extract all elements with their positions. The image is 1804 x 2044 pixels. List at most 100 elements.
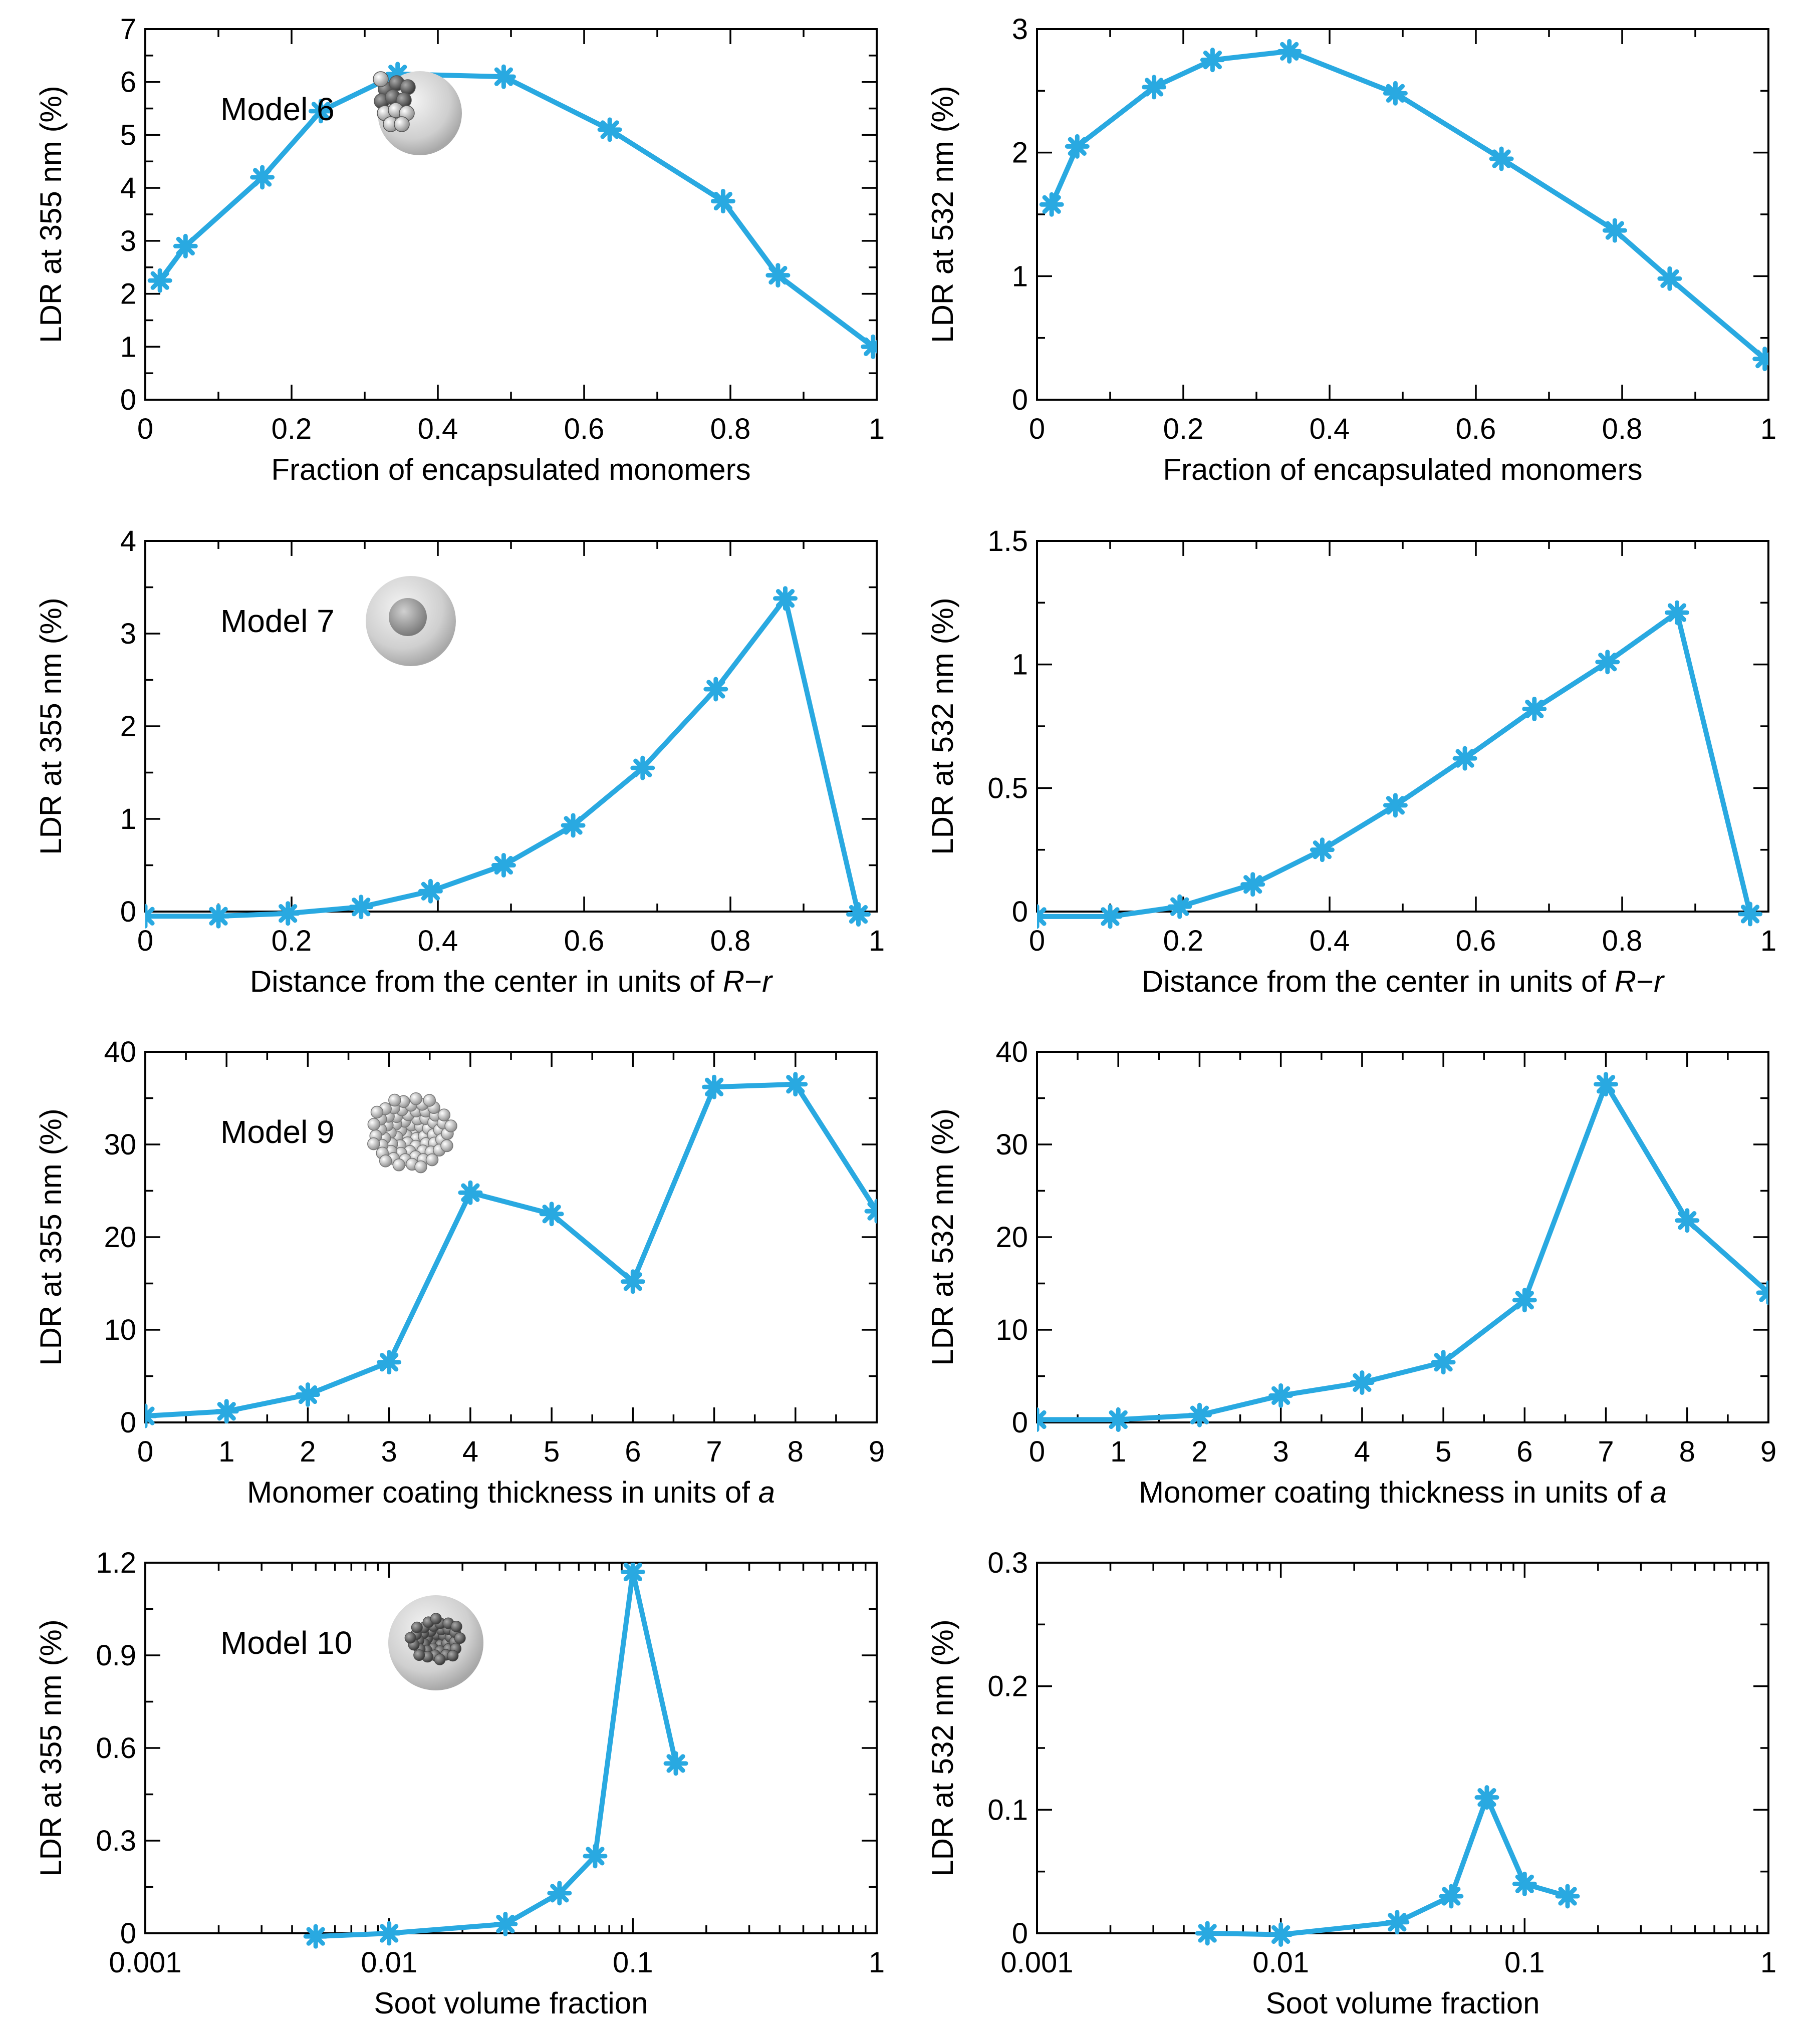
x-axis-label: Monomer coating thickness in units of a xyxy=(247,1476,775,1509)
x-tick-label: 0.4 xyxy=(418,925,458,957)
data-point xyxy=(1350,1370,1375,1395)
y-tick-label: 30 xyxy=(995,1128,1028,1161)
data-point xyxy=(295,1382,320,1407)
model-label: Model 7 xyxy=(220,603,335,639)
x-tick-label: 0.1 xyxy=(613,1946,653,1979)
data-point xyxy=(173,233,198,258)
data-point xyxy=(597,117,622,142)
data-point xyxy=(308,99,333,124)
x-tick-label: 0.2 xyxy=(272,413,312,445)
x-tick-label: 0.6 xyxy=(1456,413,1496,445)
data-point xyxy=(206,904,231,929)
data-point xyxy=(1187,1402,1212,1427)
data-point xyxy=(1142,75,1167,100)
series-line xyxy=(158,71,875,349)
y-tick-label: 1 xyxy=(120,803,136,835)
x-tick-label: 0 xyxy=(137,925,153,957)
x-axis-label: Monomer coating thickness in units of a xyxy=(1139,1476,1667,1509)
data-point xyxy=(864,1199,877,1224)
x-tick-label: 6 xyxy=(625,1435,641,1468)
model-label: Model 6 xyxy=(220,91,335,127)
x-tick-label: 9 xyxy=(869,1435,885,1468)
data-point xyxy=(1756,1280,1768,1305)
data-point xyxy=(783,1072,808,1097)
y-tick-label: 0.1 xyxy=(987,1794,1028,1826)
x-tick-label: 0.2 xyxy=(272,925,312,957)
x-tick-label: 0.1 xyxy=(1504,1946,1545,1979)
y-axis-label: LDR at 532 nm (%) xyxy=(926,1619,959,1877)
data-point xyxy=(214,1399,239,1424)
model-label: Model 9 xyxy=(220,1114,335,1150)
y-tick-label: 0.2 xyxy=(987,1670,1028,1703)
data-point xyxy=(620,1563,645,1584)
y-tick-label: 4 xyxy=(120,525,136,557)
y-tick-label: 0.3 xyxy=(987,1547,1028,1579)
y-axis-label: LDR at 532 nm (%) xyxy=(926,1108,959,1366)
series xyxy=(1037,600,1762,929)
chart-row2-left: 0 0.2 0.4 0.6 0.8 1 0 1 2 3 4 Distance from the cen… xyxy=(34,525,885,998)
data-point xyxy=(773,586,798,611)
data-point xyxy=(765,263,791,288)
data-point xyxy=(1489,146,1514,171)
x-tick-label: 2 xyxy=(1191,1435,1207,1468)
x-tick-label: 0.4 xyxy=(1310,925,1350,957)
data-point xyxy=(1512,1288,1537,1313)
y-tick-label: 1 xyxy=(1012,649,1028,681)
data-point xyxy=(547,1881,572,1906)
data-point xyxy=(1555,1884,1580,1909)
core-shell-sphere-icon xyxy=(366,576,456,666)
y-tick-label: 0 xyxy=(1012,1917,1028,1950)
data-point xyxy=(493,1912,518,1936)
x-tick-label: 0 xyxy=(1029,925,1045,957)
y-tick-label: 0.3 xyxy=(96,1825,136,1857)
x-tick-label: 3 xyxy=(381,1435,397,1468)
x-tick-label: 0.6 xyxy=(1456,925,1496,957)
data-point xyxy=(491,64,516,89)
y-tick-label: 7 xyxy=(120,13,136,46)
y-tick-label: 1 xyxy=(1012,260,1028,293)
data-point xyxy=(1167,894,1192,919)
soot-inside-sphere-icon xyxy=(388,1595,483,1690)
x-tick-label: 9 xyxy=(1760,1435,1776,1468)
data-point xyxy=(145,1403,158,1428)
data-point xyxy=(1452,746,1477,771)
x-axis-label: Soot volume fraction xyxy=(374,1986,648,2020)
y-tick-label: 5 xyxy=(120,119,136,151)
x-axis-label: Fraction of encapsulated monomers xyxy=(1163,453,1642,486)
y-tick-label: 6 xyxy=(120,66,136,99)
y-tick-label: 0 xyxy=(1012,384,1028,416)
model-label: Model 10 xyxy=(220,1625,352,1661)
data-point xyxy=(1385,1910,1410,1935)
data-point xyxy=(1657,266,1682,291)
x-tick-label: 1 xyxy=(869,1946,885,1979)
x-tick-label: 0.2 xyxy=(1163,925,1204,957)
data-point xyxy=(418,879,443,904)
x-tick-label: 0.4 xyxy=(418,413,458,445)
x-tick-label: 7 xyxy=(706,1435,722,1468)
chart-row3-right: 0 1 2 3 4 5 6 7 8 9 0 10 20 30 40 Monomer coating thick… xyxy=(926,1036,1776,1509)
x-tick-label: 1 xyxy=(1760,413,1776,445)
y-axis-label: LDR at 532 nm (%) xyxy=(926,86,959,343)
y-tick-label: 0 xyxy=(120,1406,136,1439)
data-point xyxy=(276,901,301,926)
data-point xyxy=(1752,347,1768,372)
y-tick-label: 0 xyxy=(120,896,136,928)
data-point xyxy=(1512,1871,1537,1896)
data-point xyxy=(145,904,158,929)
y-tick-label: 4 xyxy=(120,172,136,204)
data-point xyxy=(703,677,728,702)
series xyxy=(145,1072,877,1428)
y-tick-label: 2 xyxy=(120,710,136,743)
x-tick-label: 0.4 xyxy=(1310,413,1350,445)
data-point xyxy=(1383,81,1408,106)
chart-row2-right: 0 0.2 0.4 0.6 0.8 1 0 0.5 1 1.5 Distance from the … xyxy=(926,525,1776,998)
x-tick-label: 8 xyxy=(788,1435,804,1468)
series xyxy=(1195,1785,1580,1947)
data-point xyxy=(1240,872,1265,897)
data-point xyxy=(561,813,586,838)
data-point xyxy=(147,268,172,293)
data-point xyxy=(1310,837,1335,862)
data-point xyxy=(1039,192,1064,217)
y-axis-label: LDR at 355 nm (%) xyxy=(34,598,68,855)
data-point xyxy=(1200,48,1225,73)
